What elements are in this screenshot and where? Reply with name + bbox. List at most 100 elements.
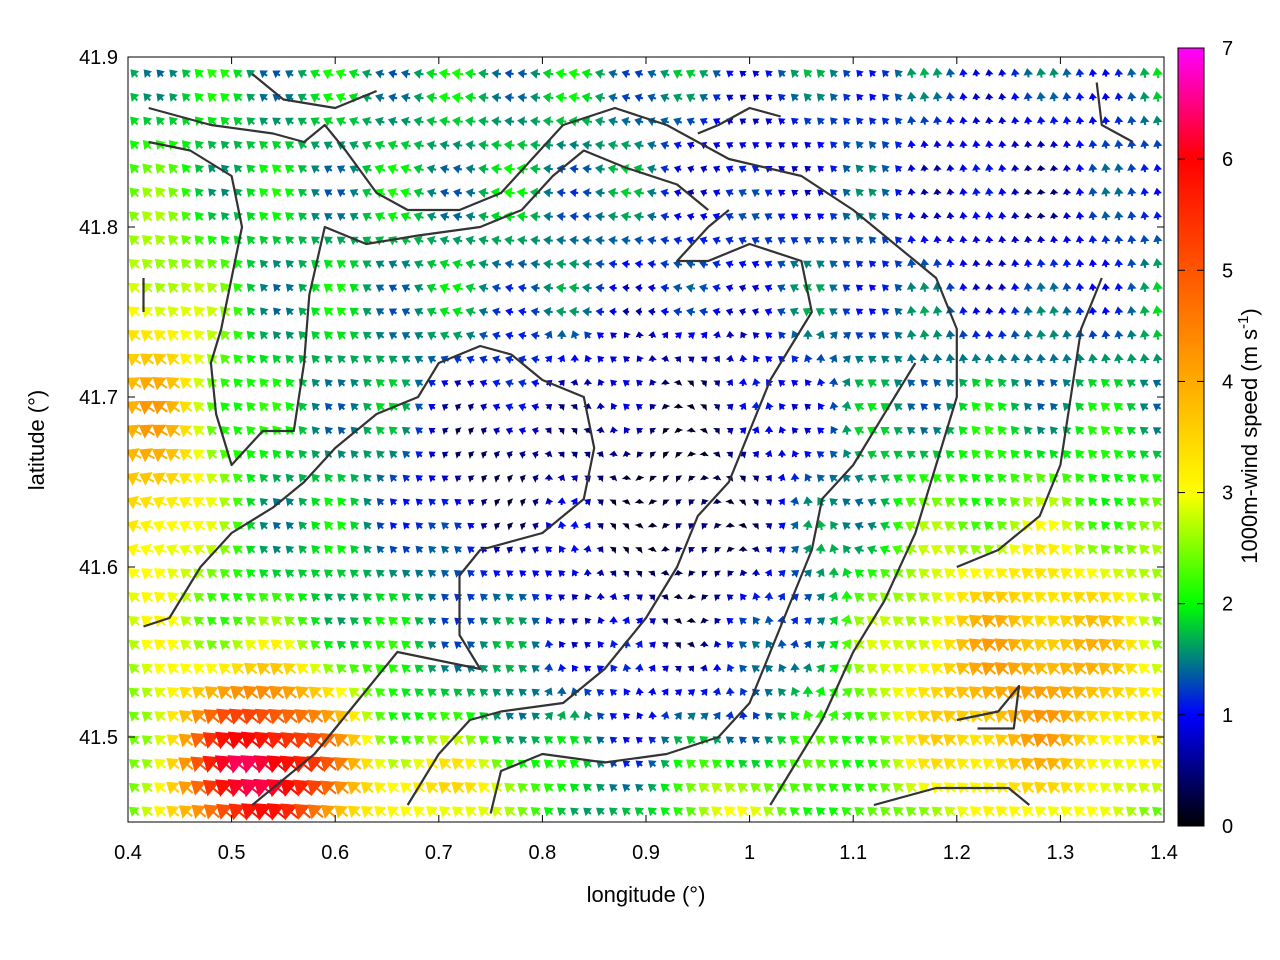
wind-arrow <box>310 593 321 603</box>
wind-arrow <box>905 568 917 580</box>
wind-arrow <box>1085 710 1100 724</box>
wind-arrow <box>507 474 514 483</box>
wind-arrow <box>595 211 605 222</box>
wind-arrow <box>242 685 259 701</box>
wind-arrow <box>530 116 541 127</box>
wind-arrow <box>167 282 179 294</box>
wind-arrow <box>817 213 825 221</box>
wind-arrow <box>1049 91 1059 102</box>
wind-arrow <box>337 544 347 555</box>
wind-arrow <box>128 519 142 534</box>
wind-arrow <box>493 570 501 578</box>
wind-arrow <box>1112 710 1125 723</box>
wind-arrow <box>969 758 983 771</box>
wind-arrow <box>830 520 839 530</box>
wind-arrow <box>583 521 591 530</box>
wind-arrow <box>402 569 411 579</box>
wind-arrow <box>1062 212 1072 220</box>
wind-arrow <box>815 663 825 674</box>
wind-arrow <box>1046 638 1061 652</box>
wind-arrow <box>714 594 721 602</box>
wind-arrow <box>220 92 231 103</box>
wind-arrow <box>930 544 944 556</box>
wind-arrow <box>492 331 501 341</box>
wind-arrow <box>867 379 877 389</box>
wind-arrow <box>673 212 682 221</box>
wind-arrow <box>193 353 205 366</box>
wind-arrow <box>714 570 722 578</box>
wind-arrow <box>738 260 747 269</box>
wind-arrow <box>1114 282 1124 292</box>
wind-arrow <box>1111 686 1125 700</box>
wind-arrow <box>1140 211 1150 220</box>
wind-arrow <box>1049 329 1060 340</box>
wind-arrow <box>128 687 140 699</box>
wind-arrow <box>504 69 514 79</box>
wind-arrow <box>932 91 943 102</box>
wind-arrow <box>1140 139 1150 149</box>
wind-arrow <box>452 116 463 127</box>
wind-arrow <box>1075 306 1085 316</box>
wind-arrow <box>1049 188 1059 195</box>
wind-arrow <box>815 759 826 770</box>
wind-arrow <box>868 236 877 245</box>
wind-arrow <box>1048 519 1061 532</box>
wind-arrow <box>165 448 181 462</box>
wind-arrow <box>868 164 878 174</box>
wind-arrow <box>778 546 786 554</box>
wind-arrow <box>337 450 347 459</box>
wind-arrow <box>306 755 325 773</box>
wind-arrow <box>1021 615 1035 628</box>
wind-arrow <box>530 68 541 79</box>
wind-arrow <box>673 188 682 197</box>
wind-arrow <box>362 593 373 603</box>
wind-arrow <box>907 188 916 196</box>
wind-arrow <box>854 735 865 746</box>
wind-arrow <box>610 402 618 411</box>
wind-arrow <box>165 424 181 439</box>
wind-arrow <box>1036 305 1047 316</box>
wind-arrow <box>829 474 838 483</box>
wind-arrow <box>1151 639 1163 651</box>
wind-arrow <box>310 93 321 103</box>
wind-arrow <box>140 330 154 343</box>
wind-arrow <box>1074 543 1086 556</box>
wind-arrow <box>1050 140 1059 148</box>
wind-arrow <box>285 401 295 412</box>
wind-arrow <box>571 451 578 459</box>
wind-arrow <box>1114 329 1124 340</box>
wind-arrow <box>452 212 463 222</box>
wind-arrow <box>190 780 208 796</box>
wind-arrow <box>687 451 697 457</box>
wind-arrow <box>259 164 269 174</box>
x-tick-label: 0.5 <box>218 842 246 864</box>
wind-arrow <box>426 283 437 294</box>
wind-arrow <box>998 235 1007 244</box>
wind-arrow <box>415 545 424 554</box>
wind-arrow <box>284 164 295 175</box>
wind-arrow <box>621 116 631 127</box>
wind-arrow <box>324 617 334 626</box>
wind-arrow <box>306 779 325 797</box>
wind-arrow <box>414 640 424 650</box>
wind-arrow <box>505 736 515 745</box>
wind-arrow <box>401 712 412 722</box>
colorbar-tick-label: 1 <box>1222 705 1233 727</box>
wind-arrow <box>141 234 154 246</box>
wind-arrow <box>298 402 308 412</box>
wind-arrow <box>530 307 540 317</box>
wind-arrow <box>530 759 541 770</box>
wind-arrow <box>465 116 476 127</box>
wind-arrow <box>452 806 464 818</box>
wind-arrow <box>1036 353 1046 364</box>
wind-arrow <box>828 567 839 578</box>
wind-arrow <box>570 330 580 340</box>
wind-arrow <box>595 187 605 198</box>
wind-arrow <box>323 307 334 317</box>
wind-arrow <box>503 163 515 175</box>
wind-arrow <box>529 211 541 222</box>
wind-arrow <box>156 116 166 126</box>
wind-arrow <box>817 402 826 411</box>
wind-arrow <box>1024 140 1033 148</box>
wind-arrow <box>660 783 670 793</box>
